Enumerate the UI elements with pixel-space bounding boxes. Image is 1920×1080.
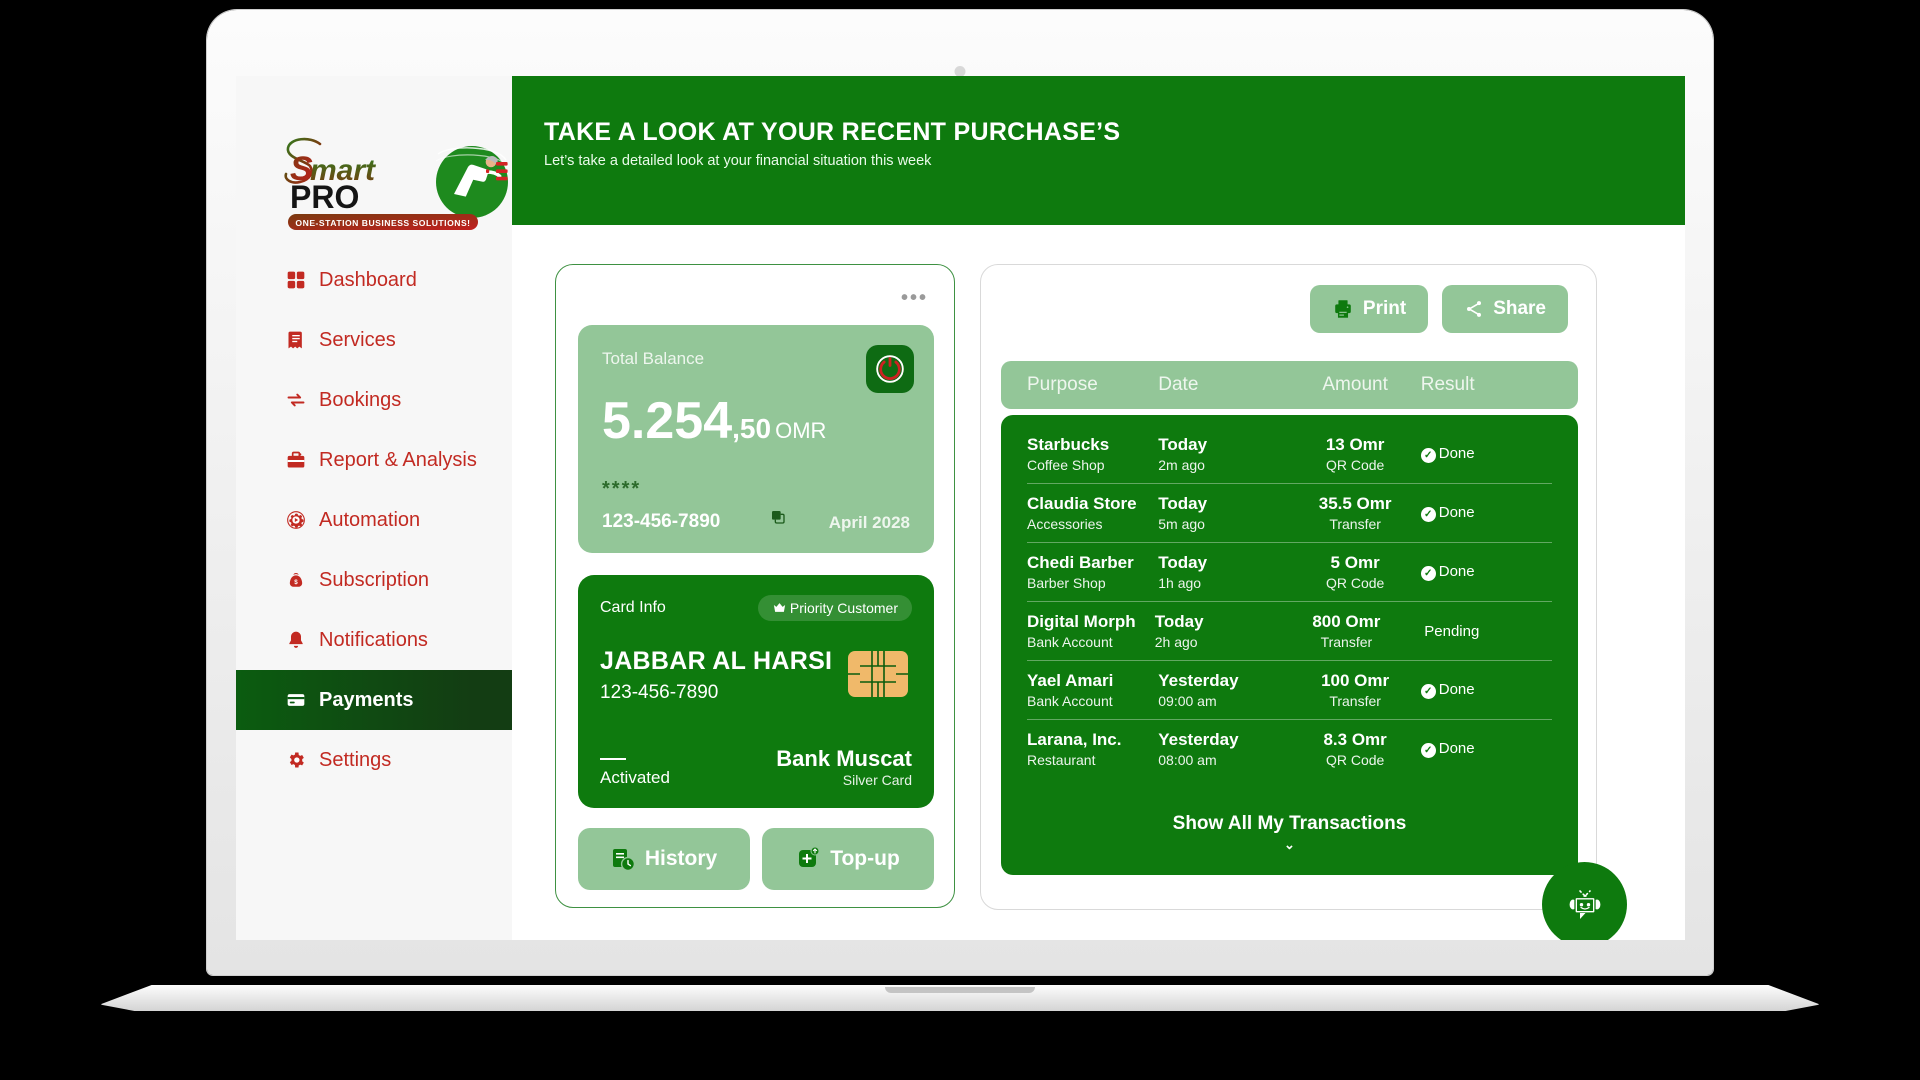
svg-text:$: $ [294,579,298,586]
svg-text:PRO: PRO [290,179,359,215]
svg-text:ONE-STATION BUSINESS SOLUTIONS: ONE-STATION BUSINESS SOLUTIONS! [295,218,470,228]
